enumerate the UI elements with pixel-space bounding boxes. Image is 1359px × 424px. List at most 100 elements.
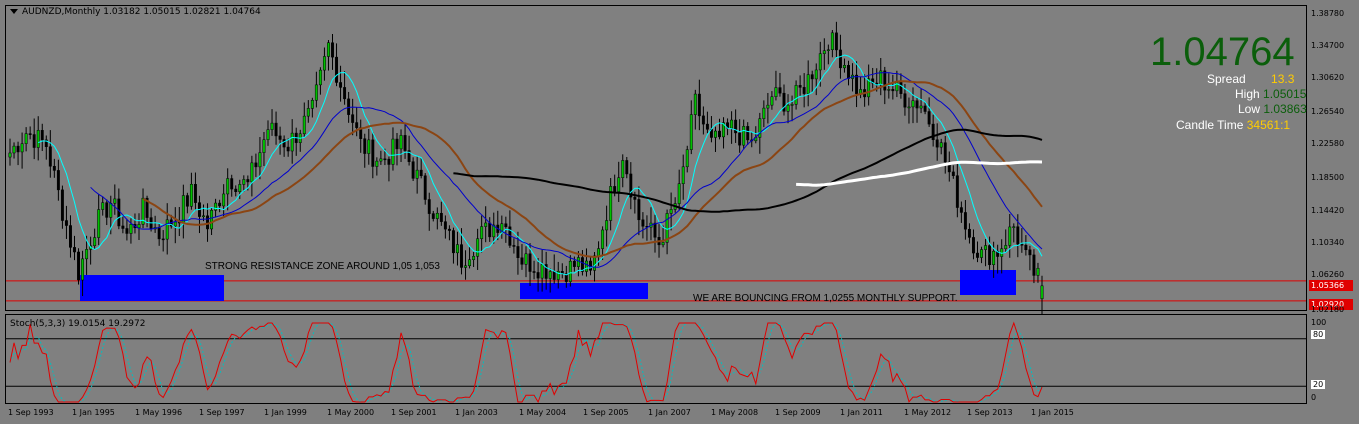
bear-candle: [48, 146, 52, 167]
bear-candle: [125, 228, 129, 234]
bull-candle: [621, 160, 625, 178]
stochastic-panel[interactable]: [5, 314, 1307, 404]
bull-candle: [766, 104, 770, 109]
low-row: Low 1.03863: [1238, 102, 1307, 116]
bear-candle: [1032, 254, 1036, 276]
bear-candle: [286, 146, 290, 152]
y-tick: 1.30620: [1311, 73, 1345, 82]
high-value: 1.05015: [1263, 87, 1307, 101]
bull-candle: [93, 237, 97, 246]
bear-candle: [193, 184, 197, 203]
bear-candle: [52, 165, 56, 171]
bull-candle: [1036, 267, 1040, 276]
bull-candle: [1008, 226, 1012, 246]
bear-candle: [899, 82, 903, 94]
bull-candle: [189, 184, 193, 207]
bull-candle: [992, 250, 996, 265]
bear-candle: [705, 123, 709, 130]
bull-candle: [593, 255, 596, 271]
bear-candle: [117, 198, 121, 227]
bull-candle: [302, 115, 306, 135]
bear-candle: [963, 212, 967, 230]
bull-candle: [435, 212, 439, 219]
bear-candle: [931, 123, 935, 141]
bull-candle: [677, 183, 681, 204]
bear-candle: [234, 188, 238, 192]
bull-candle: [468, 259, 472, 267]
bull-candle: [681, 166, 685, 184]
bear-candle: [339, 82, 343, 88]
stoch-main-line: [9, 321, 1043, 404]
bull-candle: [85, 249, 89, 260]
bull-candle: [661, 242, 665, 246]
bull-candle: [722, 122, 725, 138]
bear-candle: [254, 162, 258, 168]
bull-candle: [20, 143, 24, 153]
support-zone-box: [520, 283, 648, 299]
bull-candle: [814, 69, 818, 80]
bull-candle: [97, 209, 101, 238]
bear-candle: [923, 105, 927, 112]
bear-candle: [274, 122, 278, 137]
bull-candle: [605, 220, 609, 231]
bull-candle: [476, 238, 480, 257]
level-label-lower: 1.02920: [1309, 299, 1353, 310]
x-tick: 1 Sep 2005: [583, 408, 629, 417]
bull-candle: [907, 106, 911, 109]
x-tick: 1 Jan 2011: [840, 408, 883, 417]
bull-candle: [322, 56, 326, 71]
bull-candle: [919, 105, 923, 109]
stochastic-title: Stoch(5,3,3) 19.0154 19.2972: [10, 319, 146, 329]
chart-title-text: AUDNZD,Monthly 1.03182 1.05015 1.02821 1…: [22, 7, 261, 17]
bear-candle: [407, 150, 411, 162]
bull-candle: [984, 245, 988, 250]
bear-candle: [629, 173, 633, 198]
chart-title: AUDNZD,Monthly 1.03182 1.05015 1.02821 1…: [10, 7, 261, 17]
bull-candle: [202, 215, 205, 218]
bull-candle: [250, 162, 254, 183]
bear-candle: [77, 251, 80, 281]
bear-candle: [734, 119, 738, 134]
bull-candle: [137, 224, 141, 229]
bear-candle: [331, 42, 334, 58]
dropdown-triangle-icon[interactable]: [10, 9, 18, 14]
bull-candle: [843, 65, 846, 69]
price-chart-panel[interactable]: [5, 5, 1307, 311]
bull-candle: [375, 160, 379, 167]
x-tick: 1 May 1996: [135, 408, 183, 417]
x-tick: 1 Jan 2015: [1031, 408, 1074, 417]
bear-candle: [28, 133, 32, 135]
x-tick: 1 Jan 1995: [72, 408, 115, 417]
bear-candle: [967, 228, 971, 238]
bear-candle: [798, 85, 802, 88]
bear-candle: [427, 199, 431, 214]
bear-candle: [451, 230, 455, 254]
x-tick: 1 Jan 2007: [648, 408, 691, 417]
bull-candle: [181, 195, 185, 223]
bull-candle: [762, 107, 766, 119]
bull-candle: [939, 142, 943, 148]
bull-candle: [141, 197, 145, 225]
candle-time-value: 34561:1: [1246, 118, 1291, 132]
bear-candle: [1028, 249, 1032, 256]
x-tick: 1 Sep 2013: [967, 408, 1013, 417]
bull-candle: [1040, 285, 1044, 300]
bear-candle: [355, 122, 359, 128]
bear-candle: [810, 74, 814, 80]
bull-candle: [770, 96, 774, 106]
bull-candle: [262, 139, 266, 153]
bull-candle: [585, 260, 588, 272]
bear-candle: [335, 56, 338, 83]
bull-candle: [826, 49, 830, 51]
x-tick: 1 Jan 2003: [455, 408, 498, 417]
bull-candle: [879, 70, 883, 86]
low-value: 1.03863: [1263, 102, 1307, 116]
bull-candle: [492, 224, 496, 238]
bear-candle: [44, 139, 48, 147]
bear-candle: [32, 134, 36, 148]
bull-candle: [36, 130, 40, 148]
bull-candle: [226, 178, 230, 195]
bear-candle: [927, 111, 931, 125]
bull-candle: [730, 119, 734, 129]
